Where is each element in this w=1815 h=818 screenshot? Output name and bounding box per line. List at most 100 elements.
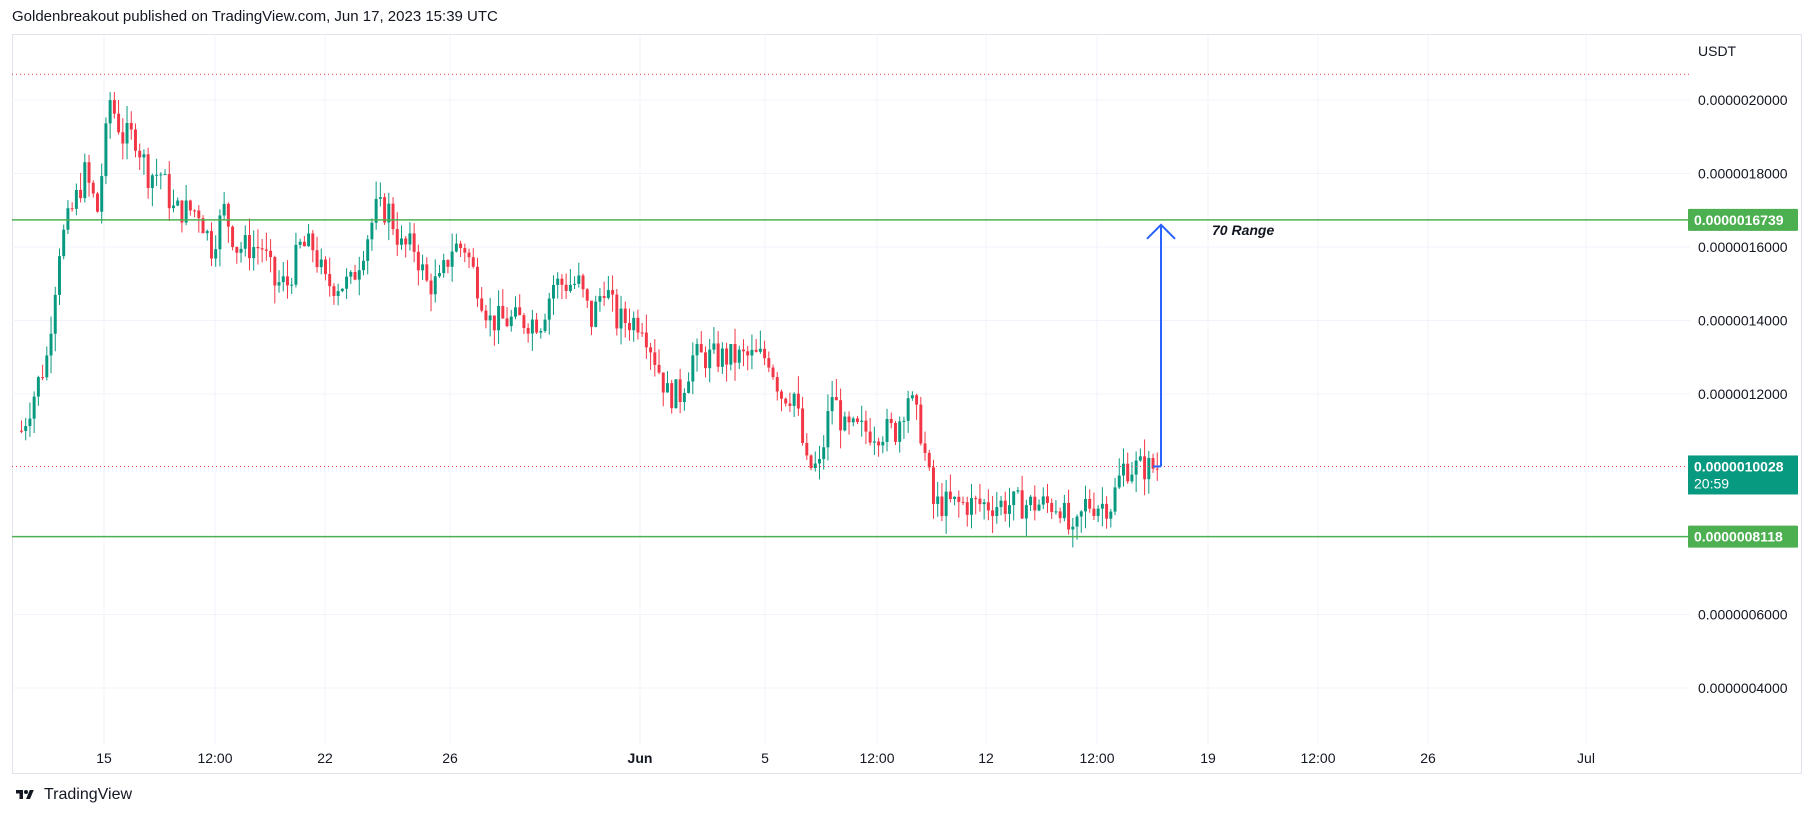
candle-body [826,411,830,448]
candle-body [602,296,606,298]
candle-body [273,257,277,286]
candle-body [36,377,40,397]
x-tick-label: 22 [317,750,333,766]
candle-body [1134,460,1138,475]
candle-body [129,122,133,130]
candle-body [442,260,446,274]
candle-body [708,349,712,369]
candle-body [218,215,222,250]
x-tick-label: 15 [96,750,112,766]
candle-body [872,441,876,443]
candle-body [628,323,631,331]
candle-body [226,203,230,227]
candle-body [281,276,285,283]
candle-body [915,395,919,405]
level-price-badge [1688,208,1798,231]
candle-body [598,296,602,302]
candle-body [1130,474,1134,482]
price-chart[interactable]: USDT 0.0000020000 0.0000018000 0.0000016000… [0,0,1815,780]
candle-body [425,264,429,281]
candle-body [142,154,146,158]
candle-body [362,260,365,271]
x-tick-label: 12:00 [1300,750,1335,766]
candle-body [497,305,501,331]
candle-body [1020,490,1024,519]
candle-body [754,349,758,352]
candle-body [488,315,492,321]
candle-body [125,122,129,144]
candle-body [24,426,28,432]
candle-body [978,498,982,505]
candle-body [640,332,644,334]
candle-body [1088,498,1092,509]
candle-body [653,352,657,365]
candle-body [691,355,695,382]
candle-body [349,271,353,277]
publisher-caption: Goldenbreakout published on TradingView.… [12,8,498,25]
candle-body [74,189,78,209]
candle-body [416,251,420,271]
y-tick-label: 0.0000018000 [1698,166,1788,182]
candle-body [720,348,724,367]
y-tick-label: 0.0000012000 [1698,386,1788,402]
candle-body [79,189,83,199]
candle-body [780,391,783,399]
candle-body [1126,463,1130,482]
candle-body [818,459,821,464]
candle-body [264,249,268,251]
candle-body [53,294,57,334]
range-arrow-head [1146,223,1176,240]
candle-body [995,507,999,517]
candle-body [176,200,180,206]
candle-body [632,317,636,331]
footer-brand-text: TradingView [44,786,133,803]
candle-body [682,392,686,403]
candle-body [277,282,281,286]
candle-body [666,383,669,393]
candle-body [1138,456,1142,461]
candle-body [387,203,391,223]
candle-body [932,467,935,504]
candle-body [577,275,581,284]
tradingview-logo-icon [16,790,34,799]
candle-body [847,416,851,423]
candle-body [991,510,995,517]
candle-body [560,278,564,285]
candle-body [877,441,881,446]
candle-body [1143,456,1147,480]
candle-body [484,310,488,321]
candle-body [1008,505,1011,514]
candle-body [729,344,733,365]
candle-body [315,250,319,268]
candle-body [611,290,615,295]
candle-body [670,383,674,409]
candle-body [953,496,957,500]
candle-body [661,372,665,393]
candle-body [96,193,99,212]
candle-body [581,275,585,290]
candle-body [704,352,707,369]
candle-body [480,298,484,311]
x-tick-label: 12:00 [197,750,232,766]
candle-body [965,502,969,515]
candle-body [328,274,332,287]
candle-body [302,241,306,247]
candle-body [801,408,805,443]
candle-body [1084,498,1087,512]
candle-body [1071,526,1075,530]
candle-body [163,174,167,176]
level-price-badge [1688,525,1798,548]
candle-body [1113,487,1117,512]
candle-body [188,200,192,211]
candle-body [112,100,116,114]
candle-body [657,364,661,373]
candle-body [999,500,1003,508]
candle-body [678,379,682,403]
chart-frame[interactable] [12,34,1802,774]
tradingview-brand[interactable]: TradingView [12,786,132,804]
candle-body [121,132,125,144]
candle-body [674,379,678,409]
x-tick-label: 12:00 [859,750,894,766]
candle-body [210,231,213,259]
candle-body [881,441,885,446]
